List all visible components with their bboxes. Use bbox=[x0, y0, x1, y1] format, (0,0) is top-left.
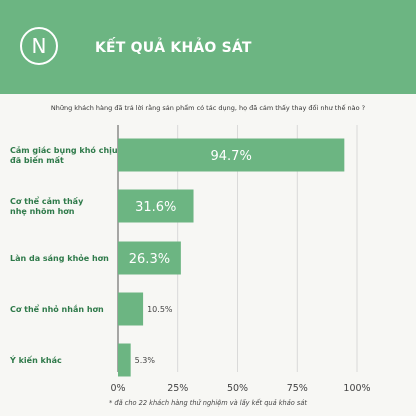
data-label: 94.7% bbox=[211, 149, 252, 164]
x-tick-label: 50% bbox=[227, 383, 248, 394]
page-title: KẾT QUẢ KHẢO SÁT bbox=[95, 40, 252, 56]
category-label: Ý kiến khác bbox=[9, 354, 62, 365]
footnote: * đã cho 22 khách hàng thử nghiệm và lấy… bbox=[109, 399, 307, 407]
x-tick-label: 100% bbox=[343, 383, 370, 394]
bar bbox=[118, 189, 194, 223]
logo-letter: N bbox=[31, 34, 47, 58]
data-label: 26.3% bbox=[129, 252, 170, 267]
bar bbox=[118, 292, 144, 326]
data-label: 10.5% bbox=[147, 305, 173, 314]
category-label: Cơ thể nhỏ nhắn hơn bbox=[10, 303, 104, 314]
category-label: Làn da sáng khỏe hơn bbox=[10, 253, 109, 263]
category-label: đã biến mất bbox=[10, 155, 64, 165]
bar bbox=[118, 138, 345, 172]
data-label: 5.3% bbox=[135, 356, 156, 365]
header-banner: N KẾT QUẢ KHẢO SÁT bbox=[0, 0, 416, 94]
logo: N bbox=[20, 27, 58, 65]
survey-question: Những khách hàng đã trả lời rằng sản phẩ… bbox=[50, 104, 366, 112]
bar bbox=[118, 241, 181, 275]
x-tick-label: 75% bbox=[287, 383, 308, 394]
category-label: Cơ thể cảm thấy bbox=[10, 195, 84, 206]
category-label: Cảm giác bụng khó chịu bbox=[10, 145, 118, 155]
x-tick-label: 0% bbox=[110, 383, 125, 394]
bar bbox=[118, 343, 131, 377]
x-tick-label: 25% bbox=[167, 383, 188, 394]
data-label: 31.6% bbox=[135, 200, 176, 215]
category-label: nhẹ nhõm hơn bbox=[10, 207, 75, 216]
